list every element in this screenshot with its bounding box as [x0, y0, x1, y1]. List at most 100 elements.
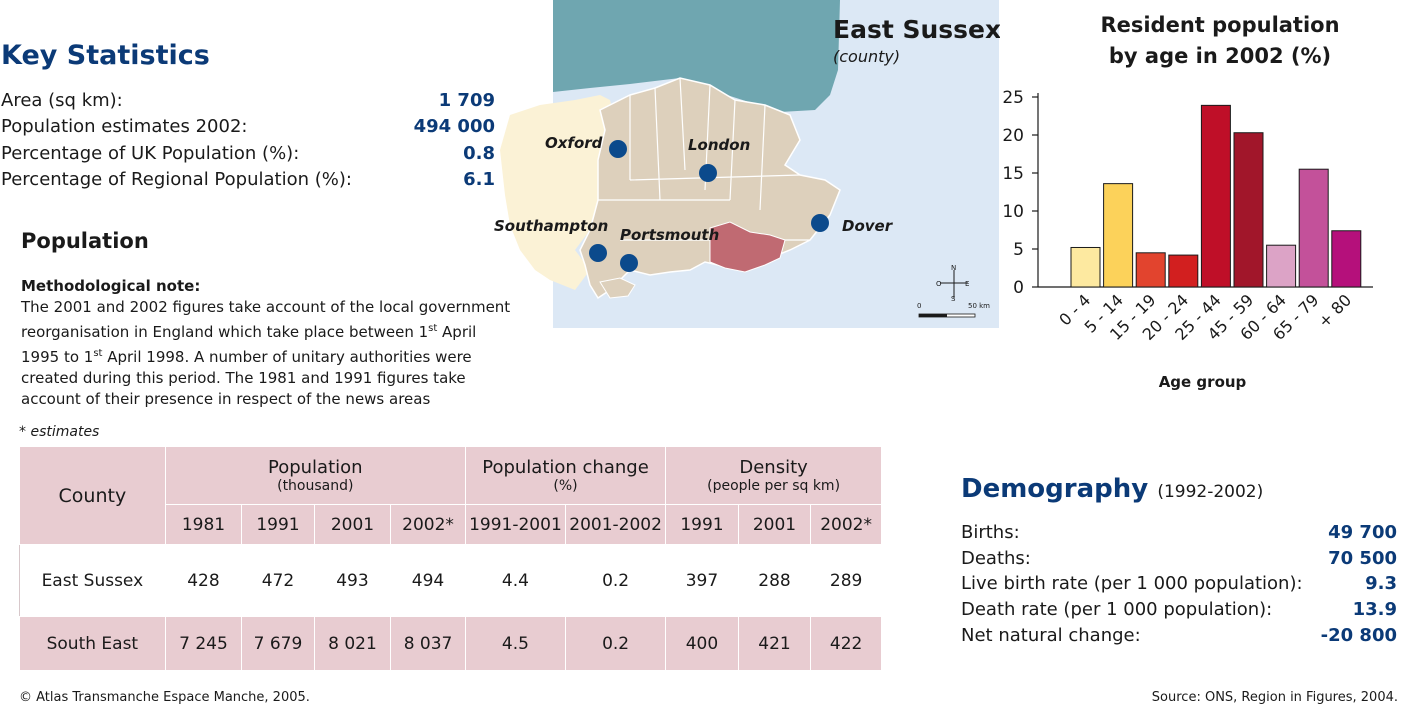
compass-o: O [936, 280, 942, 288]
bar-1519 [1135, 252, 1166, 288]
table-cell: 289 [810, 544, 882, 617]
demography-row-live-birth-rate: Live birth rate (per 1 000 population): … [961, 571, 1397, 597]
table-cell: 7 679 [241, 616, 315, 671]
source-text: Source: ONS, Region in Figures, 2004. [1151, 690, 1398, 705]
table-cell: 421 [737, 616, 812, 671]
demography-value: 70 500 [1328, 548, 1397, 569]
table-cell: 397 [665, 544, 739, 617]
y-tick-label: 20 [1002, 126, 1024, 146]
city-label-southampton: Southampton [494, 217, 608, 235]
stat-row-population: Population estimates 2002: 494 000 [0, 114, 495, 140]
bar-2024 [1168, 254, 1199, 288]
map-land-outer [500, 95, 615, 290]
compass-n: N [951, 264, 956, 272]
stat-value: 1 709 [438, 90, 495, 111]
key-statistics-title: Key Statistics [1, 40, 210, 71]
table-cell: 428 [164, 544, 243, 617]
stat-value: 494 000 [413, 116, 495, 137]
demography-label: Death rate (per 1 000 population): [961, 599, 1273, 620]
stat-row-regional-percentage: Percentage of Regional Population (%): 6… [0, 167, 495, 193]
bar-6064 [1266, 244, 1297, 288]
header-year: 1991 [665, 504, 739, 545]
header-year: 1981 [164, 504, 243, 545]
map-title: East Sussex [833, 15, 1000, 44]
cell-county: East Sussex [19, 544, 166, 617]
demography-value: 49 700 [1328, 522, 1397, 543]
population-heading: Population [21, 229, 149, 253]
note-line: created during this period. The 1981 and… [21, 369, 466, 387]
bar-plus80 [1331, 230, 1362, 288]
note-line: reorganisation in England which take pla… [21, 323, 477, 341]
map-east-sussex-highlight [709, 221, 786, 273]
header-year: 2001 [737, 504, 812, 545]
region-map: Oxford London Southampton Portsmouth Dov… [494, 0, 1000, 328]
demography-heading: Demography (1992-2002) [961, 474, 1263, 504]
table-cell: 0.2 [565, 544, 667, 617]
y-tick-label: 15 [1002, 164, 1024, 184]
map-subtitle: (county) [833, 47, 900, 66]
header-population-change: Population change (%) [464, 446, 667, 505]
header-population: Population (thousand) [164, 446, 466, 505]
demography-label: Deaths: [961, 548, 1031, 569]
stat-value: 6.1 [463, 169, 495, 190]
chart-title-line2: by age in 2002 (%) [1108, 44, 1332, 68]
city-label-london: London [688, 136, 750, 154]
bar-6579 [1298, 168, 1329, 288]
methodological-note: Methodological note: The 2001 and 2002 f… [21, 276, 521, 410]
map-sea-north [553, 0, 840, 112]
stat-value: 0.8 [463, 143, 495, 164]
y-tick-label: 10 [1002, 202, 1024, 222]
table-cell: 8 037 [390, 616, 466, 671]
compass-s: S [951, 295, 956, 303]
demography-title: Demography [961, 474, 1149, 504]
table-row: East Sussex 428 472 493 494 4.4 0.2 397 … [19, 544, 882, 617]
stat-label: Area (sq km): [1, 90, 123, 111]
note-line: The 2001 and 2002 figures take account o… [21, 298, 511, 316]
bar-2544 [1200, 104, 1231, 288]
table-cell: 288 [737, 544, 812, 617]
table-cell: 7 245 [164, 616, 243, 671]
cell-county: South East [19, 616, 166, 671]
city-label-dover: Dover [842, 217, 894, 235]
y-tick-label: 5 [1013, 240, 1024, 260]
compass-rose: N S E O [936, 264, 969, 303]
city-label-oxford: Oxford [545, 134, 603, 152]
header-year: 2001 [313, 504, 392, 545]
header-year: 2002* [390, 504, 466, 545]
population-table: County Population (thousand) Population … [19, 446, 882, 671]
scale-end: 50 km [968, 302, 990, 310]
demography-label: Net natural change: [961, 625, 1141, 646]
table-cell: 472 [241, 544, 315, 617]
y-tick-label: 25 [1002, 88, 1024, 108]
chart-title: Resident population by age in 2002 (%) [1040, 10, 1400, 72]
demography-period: (1992-2002) [1157, 482, 1264, 502]
header-density: Density (people per sq km) [665, 446, 882, 505]
header-county: County [19, 446, 166, 545]
table-cell: 8 021 [313, 616, 392, 671]
city-marker-london [699, 164, 717, 182]
scale-start: 0 [917, 302, 921, 310]
bar-04 [1070, 246, 1101, 288]
city-marker-dover [811, 214, 829, 232]
table-cell: 4.4 [464, 544, 567, 617]
demography-row-net-change: Net natural change: -20 800 [961, 623, 1397, 649]
estimates-footnote: * estimates [19, 424, 100, 440]
demography-value: -20 800 [1320, 625, 1397, 646]
city-marker-portsmouth [620, 254, 638, 272]
stat-label: Percentage of Regional Population (%): [1, 169, 352, 190]
x-tick-label: + 80 [1314, 290, 1355, 331]
table-cell: 4.5 [464, 616, 567, 671]
table-cell: 0.2 [565, 616, 667, 671]
demography-value: 9.3 [1365, 573, 1397, 594]
note-line: account of their presence in respect of … [21, 390, 431, 408]
bar-514 [1103, 183, 1134, 288]
note-line: 1995 to 1st April 1998. A number of unit… [21, 348, 472, 366]
city-marker-southampton [589, 244, 607, 262]
chart-title-line1: Resident population [1100, 13, 1340, 37]
city-marker-oxford [609, 140, 627, 158]
stat-row-area: Area (sq km): 1 709 [0, 88, 495, 114]
header-year: 2002* [810, 504, 882, 545]
demography-label: Births: [961, 522, 1020, 543]
copyright-text: © Atlas Transmanche Espace Manche, 2005. [19, 690, 310, 705]
